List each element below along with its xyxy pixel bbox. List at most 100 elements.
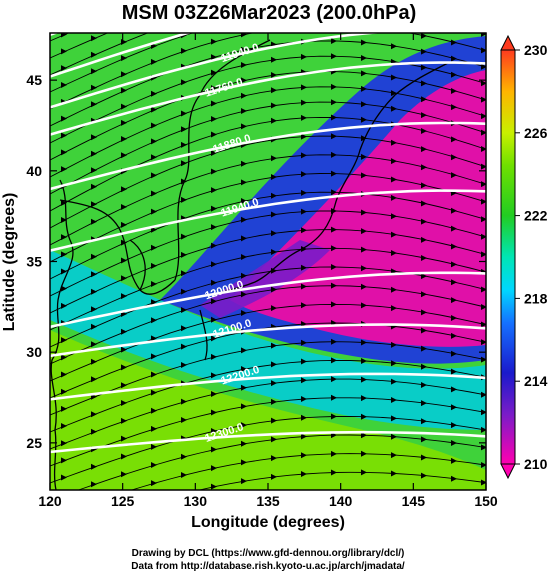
wind-arrow-head <box>211 38 217 45</box>
wind-arrow-head <box>241 478 247 485</box>
wind-arrow-head <box>61 388 67 395</box>
wind-arrow-head <box>421 291 427 298</box>
wind-arrow-head <box>421 418 427 425</box>
wind-arrow-head <box>421 200 427 207</box>
wind-arrow-head <box>301 133 307 140</box>
wind-arrow-head <box>121 136 127 143</box>
wind-arrow-head <box>421 218 427 225</box>
wind-arrow-head <box>451 71 457 78</box>
wind-arrow-head <box>301 227 307 234</box>
wind-arrow-head <box>241 216 247 223</box>
wind-arrow-head <box>241 310 247 317</box>
wind-arrow-head <box>271 56 277 63</box>
wind-arrow-head <box>61 509 67 515</box>
cyan-band <box>50 250 486 430</box>
wind-arrow-head <box>451 422 457 429</box>
jet-purple <box>200 240 330 318</box>
wind-arrow-head <box>451 297 457 304</box>
wind-arrow-head <box>451 243 457 250</box>
wind-arrow-head <box>391 231 397 238</box>
wind-arrow-head <box>271 305 277 312</box>
wind-arrow-head <box>121 382 127 389</box>
y-tick-label: 30 <box>26 344 42 360</box>
wind-arrow-head <box>241 366 247 373</box>
wind-arrow-head <box>271 192 277 199</box>
wind-arrow-head <box>121 204 127 211</box>
wind-arrow-head <box>151 90 157 97</box>
wind-arrow-head <box>181 270 187 277</box>
y-tick-label: 25 <box>26 435 42 451</box>
wind-arrow-head <box>331 37 337 44</box>
wind-arrow-head <box>91 376 97 383</box>
wind-arrow-head <box>361 172 367 179</box>
wind-arrow-head <box>121 103 127 110</box>
wind-arrow-head <box>481 129 486 136</box>
colorbar-gradient <box>500 49 516 465</box>
wind-arrow-head <box>271 87 277 94</box>
wind-arrow-head <box>241 254 247 261</box>
wind-arrow-head <box>331 282 337 289</box>
wind-arrow-head <box>361 432 367 439</box>
wind-arrow-head <box>481 96 486 103</box>
wind-arrow-head <box>391 360 397 367</box>
wind-arrow-head <box>181 453 187 460</box>
wind-arrow-head <box>61 457 67 464</box>
wind-arrow-head <box>361 450 367 457</box>
wind-arrow-head <box>121 435 127 442</box>
wind-arrow-head <box>241 46 247 53</box>
wind-arrow-head <box>151 33 152 34</box>
wind-arrow-head <box>241 108 247 115</box>
wind-arrow-head <box>391 194 397 201</box>
wind-arrow-head <box>301 84 307 91</box>
wind-arrow-head <box>91 323 97 330</box>
wind-arrow-head <box>451 457 457 464</box>
wind-arrow-head <box>91 271 97 278</box>
wind-arrow-head <box>121 328 127 335</box>
x-tick-label: 140 <box>329 493 353 509</box>
wind-arrow-head <box>331 263 337 270</box>
wind-arrow-head <box>451 314 457 321</box>
wind-arrow-head <box>391 213 397 220</box>
wind-arrow-head <box>331 99 337 106</box>
colorbar-tick-label: 222 <box>524 208 548 224</box>
wind-arrow-head <box>271 211 277 218</box>
wind-arrow-head <box>361 358 367 365</box>
wind-arrow-head <box>391 105 397 112</box>
south-field <box>50 330 486 490</box>
wind-arrow-head <box>301 339 307 346</box>
wind-arrow-head <box>181 288 187 295</box>
wind-arrow-head <box>151 106 157 113</box>
wind-arrow-head <box>211 168 217 175</box>
wind-arrow-head <box>451 350 457 357</box>
wind-arrow-head <box>61 440 67 447</box>
wind-arrow-head <box>211 23 217 29</box>
wind-arrow-head <box>301 114 307 121</box>
wind-arrow-head <box>211 261 217 268</box>
wind-arrow-head <box>391 74 397 81</box>
wind-arrow-head <box>61 65 67 72</box>
wind-arrow-head <box>211 224 217 231</box>
wind-arrow-head <box>331 301 337 308</box>
wind-arrow-head <box>61 48 67 55</box>
wind-arrow-head <box>421 80 427 87</box>
wind-arrow-head <box>181 417 187 424</box>
wind-arrow-head <box>121 38 127 45</box>
map-title: MSM 03Z26Mar2023 (200.0hPa) <box>122 2 417 24</box>
wind-arrow-head <box>451 23 457 29</box>
wind-arrow-head <box>451 332 457 339</box>
wind-arrow-head <box>61 132 67 139</box>
wind-arrow-head <box>481 391 486 398</box>
wind-arrow-head <box>421 472 427 479</box>
wind-arrow-head <box>211 298 217 305</box>
wind-arrow-head <box>421 127 427 134</box>
height-contour <box>50 323 486 358</box>
wind-arrow-head <box>391 43 397 50</box>
wind-arrow-head <box>211 409 217 416</box>
wind-arrow-head <box>361 228 367 235</box>
wind-arrow-head <box>391 286 397 293</box>
wind-arrow-head <box>121 55 127 62</box>
wind-arrow-head <box>421 400 427 407</box>
wind-arrow-head <box>121 364 127 371</box>
wind-arrow-head <box>241 384 247 391</box>
wind-arrow-head <box>331 357 337 364</box>
